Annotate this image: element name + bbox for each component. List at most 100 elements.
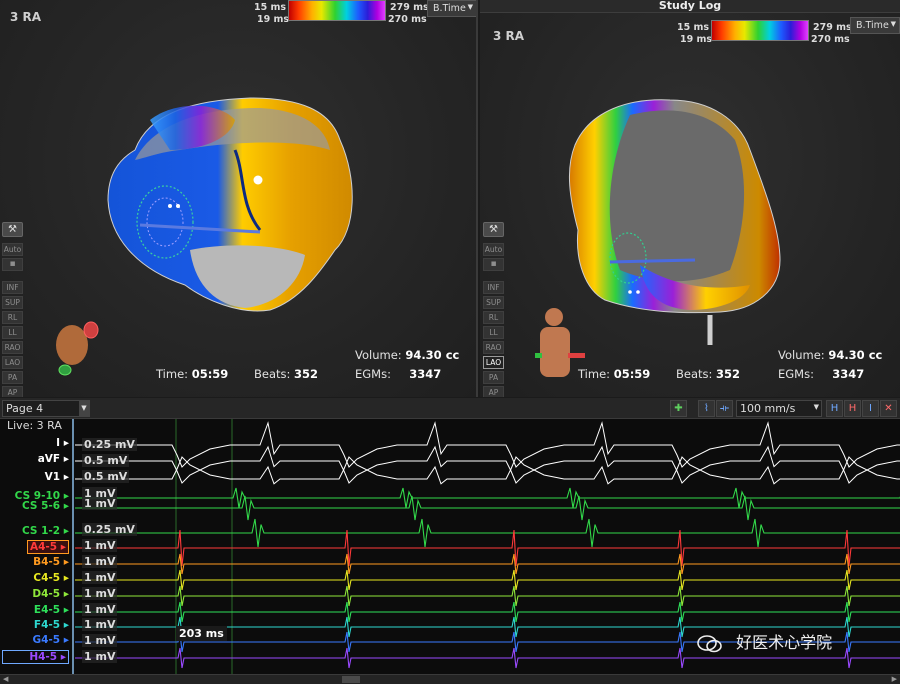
channel-label[interactable]: B4-5 ▸ [33, 556, 69, 568]
v-caliper-icon[interactable]: I [862, 400, 879, 417]
channel-label[interactable]: aVF ▸ [37, 453, 69, 465]
view-lao-button[interactable]: LAO [2, 356, 23, 369]
view-sup-button[interactable]: SUP [2, 296, 23, 309]
view-inf-button[interactable]: INF [483, 281, 504, 294]
view-auto-button[interactable]: Auto [483, 243, 504, 256]
channel-label[interactable]: D4-5 ▸ [32, 588, 69, 600]
channel-scale: 1 mV [82, 555, 118, 568]
channel-label[interactable]: CS 5-6 ▸ [21, 500, 69, 512]
view-lao-button[interactable]: LAO [483, 356, 504, 369]
caliper-icon[interactable]: ⟛ [716, 400, 733, 417]
view-pa-button[interactable]: PA [2, 371, 23, 384]
view-ap-button[interactable]: AP [483, 386, 504, 397]
left-map-panel[interactable]: 3 RA 15 ms 19 ms 279 ms 270 ms B.Time ▼ [0, 0, 478, 397]
scroll-right-icon[interactable]: ▶ [891, 675, 897, 683]
view-sup-button[interactable]: SUP [483, 296, 504, 309]
egms-readout: EGMs: 3347 [355, 367, 442, 381]
channel-label[interactable]: G4-5 ▸ [32, 634, 69, 646]
view-ap-button[interactable]: AP [2, 386, 23, 397]
view-sidebar: ⚒ Auto ▪ INF SUP RL LL RAO LAO PA AP [483, 222, 505, 397]
trace-b4-5 [75, 553, 900, 575]
view-auto-button[interactable]: Auto [2, 243, 23, 256]
egms-readout: EGMs: 3347 [778, 367, 865, 381]
page-dropdown[interactable]: Page 4 ▼ [2, 400, 90, 417]
view-rao-button[interactable]: RAO [483, 341, 504, 354]
channel-label[interactable]: A4-5 ▸ [26, 540, 69, 554]
atrial-map-3d[interactable] [480, 0, 900, 397]
trace-i [75, 421, 900, 468]
view-rl-button[interactable]: RL [2, 311, 23, 324]
channel-label[interactable]: V1 ▸ [44, 471, 69, 483]
channel-label[interactable]: H4-5 ▸ [2, 650, 69, 664]
unmapped-region [190, 245, 305, 308]
volume-readout: Volume: 94.30 cc [778, 348, 883, 362]
channel-label[interactable]: E4-5 ▸ [33, 604, 69, 616]
live-label: Live: 3 RA [7, 419, 62, 432]
trace-d4-5 [75, 585, 900, 607]
map-name: 3 RA [493, 29, 525, 43]
channel-scale: 1 mV [82, 487, 118, 500]
close-caliper-icon[interactable]: ✕ [880, 400, 897, 417]
channel-scales: 0.25 mV 0.5 mV 0.5 mV 1 mV 1 mV 0.25 mV 1 mV 1 … [72, 419, 142, 674]
channel-label[interactable]: C4-5 ▸ [33, 572, 69, 584]
signal-panel[interactable]: Page 4 ▼ ✚ ⌇ ⟛ 100 mm/s ▼ H H I ✕ Live: … [0, 398, 900, 684]
watermark-text: 好医术心学院 [736, 633, 833, 652]
channel-scale: 1 mV [82, 618, 118, 631]
channel-label[interactable]: CS 1-2 ▸ [21, 525, 69, 537]
scroll-left-icon[interactable]: ◀ [3, 675, 9, 683]
channel-label[interactable]: I ▸ [56, 437, 69, 449]
scale-max-bottom: 270 ms [388, 14, 427, 25]
color-scale-bar[interactable] [288, 0, 386, 21]
trace-cs-5-6 [75, 495, 900, 521]
trace-avf [75, 445, 900, 484]
scale-min-top: 15 ms [254, 2, 287, 13]
channel-scale: 1 mV [82, 634, 118, 647]
view-stop-button[interactable]: ▪ [2, 258, 23, 271]
pin-icon[interactable]: ⚒ [483, 222, 504, 237]
h-caliper-icon[interactable]: H [826, 400, 843, 417]
trace-e4-5 [75, 601, 900, 623]
chevron-down-icon: ▼ [813, 403, 819, 411]
view-rl-button[interactable]: RL [483, 311, 504, 324]
horizontal-scrollbar[interactable]: ◀ ▶ [0, 674, 900, 684]
right-map-panel[interactable]: Study Log 3 RA 15 ms 19 ms 279 ms 270 ms… [480, 0, 900, 397]
color-scale-bar[interactable] [711, 20, 809, 41]
channel-scale: 0.25 mV [82, 438, 137, 451]
channel-label[interactable]: F4-5 ▸ [33, 619, 69, 631]
scroll-thumb[interactable] [342, 676, 360, 683]
view-pa-button[interactable]: PA [483, 371, 504, 384]
ablation-tag[interactable] [253, 175, 263, 185]
map-mode-dropdown[interactable]: B.Time ▼ [427, 0, 476, 17]
channel-scale: 1 mV [82, 587, 118, 600]
channel-scale: 1 mV [82, 539, 118, 552]
map-mode-value: B.Time [433, 3, 466, 14]
chevron-down-icon: ▼ [79, 401, 89, 416]
scale-max-top: 279 ms [390, 2, 429, 13]
watermark: 好医术心学院 [697, 629, 832, 653]
trace-g4-5 [75, 631, 900, 653]
orientation-torso-icon [56, 321, 99, 376]
channel-scale: 0.5 mV [82, 454, 130, 467]
trace-c4-5 [75, 569, 900, 591]
wechat-icon [697, 634, 722, 652]
pin-icon[interactable]: ⚒ [2, 222, 23, 237]
signal-marker-icon[interactable]: ⌇ [698, 400, 715, 417]
atrial-map-3d[interactable] [0, 0, 478, 397]
page-value: Page 4 [6, 402, 44, 415]
volume-readout: Volume: 94.30 cc [355, 348, 460, 362]
sweep-speed-dropdown[interactable]: 100 mm/s ▼ [736, 400, 822, 417]
trace-cs-1-2 [75, 518, 900, 548]
view-rao-button[interactable]: RAO [2, 341, 23, 354]
map-mode-dropdown[interactable]: B.Time ▼ [850, 17, 900, 34]
waveform-traces[interactable] [0, 419, 900, 674]
channel-scale: 1 mV [82, 603, 118, 616]
add-marker-icon[interactable]: ✚ [670, 400, 687, 417]
view-ll-button[interactable]: LL [2, 326, 23, 339]
channel-label[interactable]: CS 9-10 ▸ [14, 490, 69, 502]
h-caliper-red-icon[interactable]: H [844, 400, 861, 417]
study-log-title: Study Log [480, 0, 900, 13]
trace-h4-5 [75, 647, 900, 669]
view-stop-button[interactable]: ▪ [483, 258, 504, 271]
view-inf-button[interactable]: INF [2, 281, 23, 294]
view-ll-button[interactable]: LL [483, 326, 504, 339]
